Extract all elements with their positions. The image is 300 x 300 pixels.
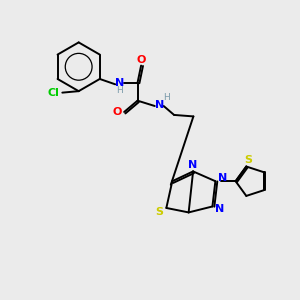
Text: N: N xyxy=(188,160,198,170)
Text: N: N xyxy=(115,78,124,88)
Text: Cl: Cl xyxy=(47,88,59,98)
Text: H: H xyxy=(163,94,170,103)
Text: N: N xyxy=(218,173,227,183)
Text: N: N xyxy=(215,204,224,214)
Text: S: S xyxy=(244,155,252,165)
Text: O: O xyxy=(113,107,122,117)
Text: H: H xyxy=(116,86,123,95)
Text: O: O xyxy=(136,55,146,64)
Text: N: N xyxy=(154,100,164,110)
Text: S: S xyxy=(155,206,163,217)
